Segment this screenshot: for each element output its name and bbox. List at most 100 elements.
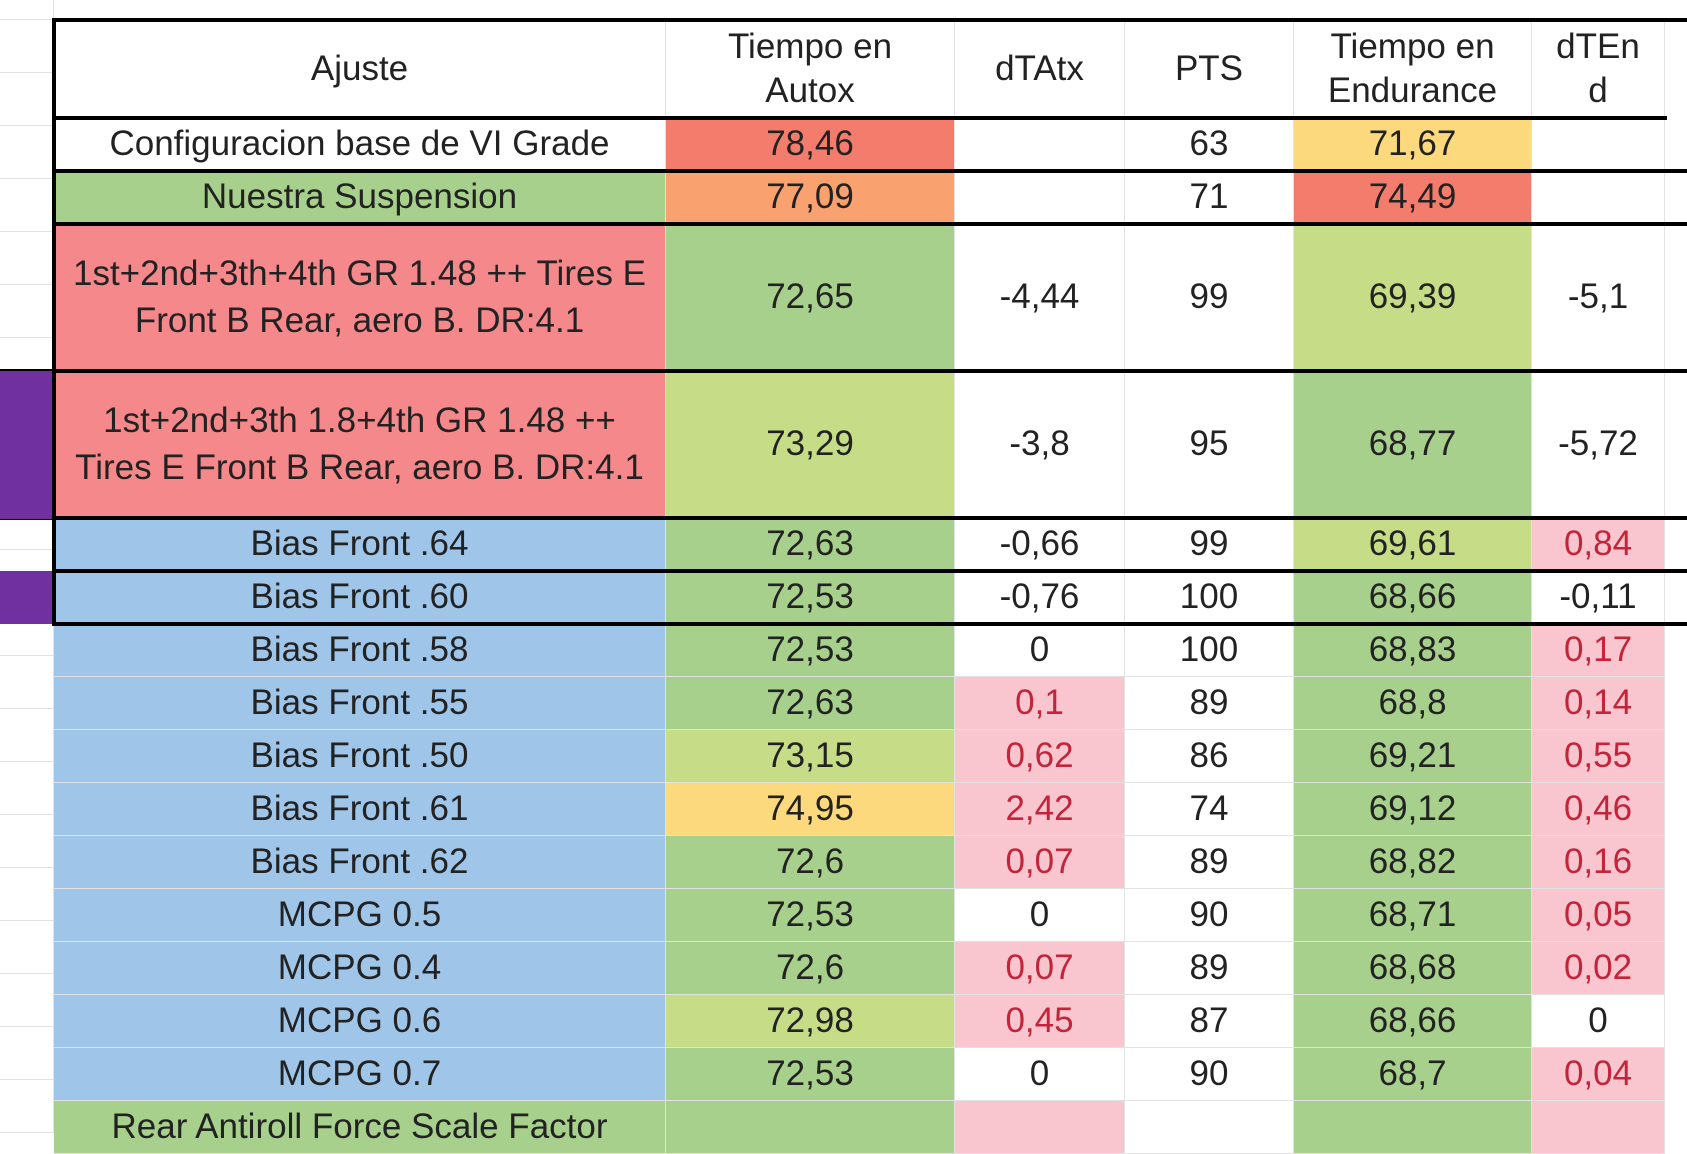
- cell-row5-ajuste[interactable]: Bias Front .64: [54, 518, 666, 571]
- cell-row9-pts[interactable]: 86: [1125, 730, 1294, 783]
- cell-row3-tiempo-autox[interactable]: 72,65: [666, 224, 955, 371]
- cell-row7-dtatx[interactable]: 0: [955, 624, 1125, 677]
- cell-row9-tiempo-endurance[interactable]: 69,21: [1294, 730, 1532, 783]
- cell-row3-pts[interactable]: 99: [1125, 224, 1294, 371]
- cell-row11-tiempo-endurance[interactable]: 68,82: [1294, 836, 1532, 889]
- empty-grid-cell[interactable]: [0, 1027, 54, 1080]
- cell-row10-tiempo-endurance[interactable]: 69,12: [1294, 783, 1532, 836]
- cell-row2-tiempo-endurance[interactable]: 74,49: [1294, 171, 1532, 224]
- cell-row15-tiempo-endurance[interactable]: 68,7: [1294, 1048, 1532, 1101]
- cell-row8-ajuste[interactable]: Bias Front .55: [54, 677, 666, 730]
- header-cell-pts[interactable]: PTS: [1125, 20, 1294, 118]
- cell-row3-ajuste[interactable]: 1st+2nd+3th+4th GR 1.48 ++ Tires E Front…: [54, 224, 666, 371]
- cell-row1-tiempo-autox[interactable]: 78,46: [666, 118, 955, 171]
- cell-row6-pts[interactable]: 100: [1125, 571, 1294, 624]
- cell-row11-dtend[interactable]: 0,16: [1532, 836, 1665, 889]
- cell-row15-tiempo-autox[interactable]: 72,53: [666, 1048, 955, 1101]
- cell-row4-ajuste[interactable]: 1st+2nd+3th 1.8+4th GR 1.48 ++ Tires E F…: [54, 371, 666, 518]
- cell-row1-ajuste[interactable]: Configuracion base de VI Grade: [54, 118, 666, 171]
- header-cell-ajuste[interactable]: Ajuste: [54, 20, 666, 118]
- empty-grid-cell[interactable]: [0, 73, 54, 126]
- empty-grid-cell[interactable]: [0, 20, 54, 73]
- cell-row9-tiempo-autox[interactable]: 73,15: [666, 730, 955, 783]
- cell-row7-dtend[interactable]: 0,17: [1532, 624, 1665, 677]
- cell-row12-tiempo-endurance[interactable]: 68,71: [1294, 889, 1532, 942]
- empty-grid-cell[interactable]: [0, 179, 54, 232]
- empty-grid-cell[interactable]: [0, 232, 54, 285]
- cell-row6-tiempo-endurance[interactable]: 68,66: [1294, 571, 1532, 624]
- cell-row12-ajuste[interactable]: MCPG 0.5: [54, 889, 666, 942]
- cell-row1-tiempo-endurance[interactable]: 71,67: [1294, 118, 1532, 171]
- cell-row11-pts[interactable]: 89: [1125, 836, 1294, 889]
- cell-row2-ajuste[interactable]: Nuestra Suspension: [54, 171, 666, 224]
- cell-row10-dtend[interactable]: 0,46: [1532, 783, 1665, 836]
- empty-grid-cell[interactable]: [0, 815, 54, 868]
- cell-row14-ajuste[interactable]: MCPG 0.6: [54, 995, 666, 1048]
- cell-row8-pts[interactable]: 89: [1125, 677, 1294, 730]
- empty-grid-cell[interactable]: [0, 603, 54, 656]
- cell-row4-tiempo-autox[interactable]: 73,29: [666, 371, 955, 518]
- cell-row5-dtend[interactable]: 0,84: [1532, 518, 1665, 571]
- cell-row14-dtend[interactable]: 0: [1532, 995, 1665, 1048]
- cell-row9-dtatx[interactable]: 0,62: [955, 730, 1125, 783]
- cell-row12-dtend[interactable]: 0,05: [1532, 889, 1665, 942]
- cell-row12-tiempo-autox[interactable]: 72,53: [666, 889, 955, 942]
- cell-row13-ajuste[interactable]: MCPG 0.4: [54, 942, 666, 995]
- empty-grid-cell[interactable]: [0, 656, 54, 709]
- header-cell-dtatx[interactable]: dTAtx: [955, 20, 1125, 118]
- cell-row8-dtend[interactable]: 0,14: [1532, 677, 1665, 730]
- cell-row4-tiempo-endurance[interactable]: 68,77: [1294, 371, 1532, 518]
- cell-row14-tiempo-endurance[interactable]: 68,66: [1294, 995, 1532, 1048]
- cell-row14-tiempo-autox[interactable]: 72,98: [666, 995, 955, 1048]
- empty-grid-cell[interactable]: [0, 1080, 54, 1133]
- cell-row13-dtatx[interactable]: 0,07: [955, 942, 1125, 995]
- empty-grid-cell[interactable]: [0, 868, 54, 921]
- empty-grid-cell[interactable]: [0, 921, 54, 974]
- cell-row7-tiempo-autox[interactable]: 72,53: [666, 624, 955, 677]
- empty-grid-cell[interactable]: [0, 0, 54, 20]
- cell-row11-tiempo-autox[interactable]: 72,6: [666, 836, 955, 889]
- cell-row5-pts[interactable]: 99: [1125, 518, 1294, 571]
- cell-row10-dtatx[interactable]: 2,42: [955, 783, 1125, 836]
- cell-row8-tiempo-autox[interactable]: 72,63: [666, 677, 955, 730]
- cell-row13-tiempo-endurance[interactable]: 68,68: [1294, 942, 1532, 995]
- cell-row1-dtatx[interactable]: [955, 118, 1125, 171]
- cell-row7-pts[interactable]: 100: [1125, 624, 1294, 677]
- cell-row6-tiempo-autox[interactable]: 72,53: [666, 571, 955, 624]
- cell-row14-pts[interactable]: 87: [1125, 995, 1294, 1048]
- cell-row10-pts[interactable]: 74: [1125, 783, 1294, 836]
- header-cell-tiempo-autox[interactable]: Tiempo en Autox: [666, 20, 955, 118]
- empty-grid-cell[interactable]: [0, 762, 54, 815]
- cell-row2-dtatx[interactable]: [955, 171, 1125, 224]
- cell-row15-dtend[interactable]: 0,04: [1532, 1048, 1665, 1101]
- cell-row1-pts[interactable]: 63: [1125, 118, 1294, 171]
- cell-row6-ajuste[interactable]: Bias Front .60: [54, 571, 666, 624]
- cell-row7-ajuste[interactable]: Bias Front .58: [54, 624, 666, 677]
- empty-grid-cell[interactable]: [0, 285, 54, 338]
- cell-row3-dtend[interactable]: -5,1: [1532, 224, 1665, 371]
- cell-row13-pts[interactable]: 89: [1125, 942, 1294, 995]
- cell-row4-pts[interactable]: 95: [1125, 371, 1294, 518]
- cell-row13-dtend[interactable]: 0,02: [1532, 942, 1665, 995]
- cell-row11-ajuste[interactable]: Bias Front .62: [54, 836, 666, 889]
- cell-row3-dtatx[interactable]: -4,44: [955, 224, 1125, 371]
- cell-row6-dtatx[interactable]: -0,76: [955, 571, 1125, 624]
- cell-row12-dtatx[interactable]: 0: [955, 889, 1125, 942]
- cell-row10-tiempo-autox[interactable]: 74,95: [666, 783, 955, 836]
- cell-row4-dtend[interactable]: -5,72: [1532, 371, 1665, 518]
- cell-row5-dtatx[interactable]: -0,66: [955, 518, 1125, 571]
- cell-row3-tiempo-endurance[interactable]: 69,39: [1294, 224, 1532, 371]
- cell-row15-pts[interactable]: 90: [1125, 1048, 1294, 1101]
- cell-row2-pts[interactable]: 71: [1125, 171, 1294, 224]
- cell-row12-pts[interactable]: 90: [1125, 889, 1294, 942]
- cell-row8-dtatx[interactable]: 0,1: [955, 677, 1125, 730]
- cell-row6-dtend[interactable]: -0,11: [1532, 571, 1665, 624]
- cell-row1-dtend[interactable]: [1532, 118, 1665, 171]
- cell-row5-tiempo-endurance[interactable]: 69,61: [1294, 518, 1532, 571]
- cell-row4-dtatx[interactable]: -3,8: [955, 371, 1125, 518]
- cell-row2-dtend[interactable]: [1532, 171, 1665, 224]
- header-cell-dtend[interactable]: dTEn d: [1532, 20, 1665, 118]
- cell-row2-tiempo-autox[interactable]: 77,09: [666, 171, 955, 224]
- cell-row14-dtatx[interactable]: 0,45: [955, 995, 1125, 1048]
- cell-row10-ajuste[interactable]: Bias Front .61: [54, 783, 666, 836]
